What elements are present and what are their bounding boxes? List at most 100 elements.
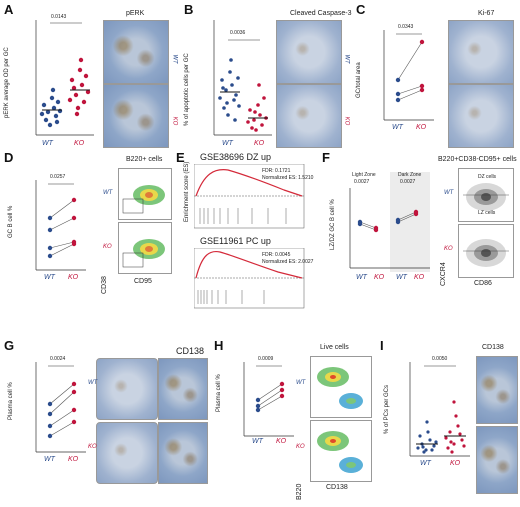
pERK-ko-micrograph xyxy=(103,84,169,148)
y-axis-label: GC B cell % xyxy=(8,205,14,238)
dz-gate-label: DZ cells xyxy=(478,174,497,180)
p-value-light: 0.0027 xyxy=(354,179,370,185)
flow-plot-ko xyxy=(458,224,514,278)
image-title: Ki-67 xyxy=(478,10,495,17)
caspase-wt-micrograph xyxy=(276,20,342,84)
y-axis-label: LZ/DZ GC B cell % xyxy=(330,199,336,250)
wt-label: WT xyxy=(420,460,431,467)
p-value: 0.0143 xyxy=(51,14,67,20)
wt-label: WT xyxy=(392,124,403,131)
dot-plot-a xyxy=(35,20,94,136)
wt-label-dz: WT xyxy=(396,274,407,281)
paired-plot-g xyxy=(35,362,86,453)
ko-label: KO xyxy=(68,274,79,281)
ko-label: KO xyxy=(68,456,79,463)
ko-label: KO xyxy=(254,140,265,147)
gsea2-title: GSE11961 PC up xyxy=(200,236,271,246)
flow-plot-wt xyxy=(118,168,172,220)
flow-x-label: CD86 xyxy=(474,280,492,287)
ko-flow-label: KO xyxy=(103,244,112,250)
cd138-wt-overview xyxy=(96,358,158,420)
ki67-wt-micrograph xyxy=(448,20,514,84)
ko-label-dz: KO xyxy=(414,274,425,281)
flow-plot-ko xyxy=(310,420,372,482)
wt-flow-label: WT xyxy=(103,190,113,196)
wt-label: WT xyxy=(44,274,55,281)
gsea1-nes: Normalized ES: 1.5210 xyxy=(262,175,314,181)
wt-flow-label: WT xyxy=(444,190,454,196)
y-axis-label: Enrichment score (ES) xyxy=(184,161,190,222)
caspase-ko-micrograph xyxy=(276,84,342,148)
p-value: 0.0024 xyxy=(50,356,66,362)
wt-image-label: WT xyxy=(343,54,350,64)
wt-image-label: WT xyxy=(88,380,98,386)
p-value: 0.0257 xyxy=(50,174,66,180)
cd138-wt-micrograph xyxy=(476,356,518,424)
gsea-plot-2 xyxy=(194,248,305,309)
y-axis-label: Plasma cell % xyxy=(216,374,222,412)
image-title: CD138 xyxy=(176,346,205,356)
flow-x-label: CD138 xyxy=(326,484,348,491)
gsea1-title: GSE38696 DZ up xyxy=(200,152,272,162)
wt-label: WT xyxy=(252,438,263,445)
image-title: B220+CD38-CD95+ cells xyxy=(438,156,517,163)
ko-label-lz: KO xyxy=(374,274,385,281)
cd138-ko-overview xyxy=(96,422,158,484)
panel-label: C xyxy=(356,2,366,17)
panel-label: E xyxy=(176,150,185,165)
paired-plot-h xyxy=(243,362,294,437)
wt-label: WT xyxy=(222,140,233,147)
paired-plot-f xyxy=(349,188,430,269)
paired-plot-c xyxy=(383,30,434,121)
image-title: B220+ cells xyxy=(126,156,163,163)
paired-plot-d xyxy=(35,180,86,271)
wt-label: WT xyxy=(42,140,53,147)
ko-flow-label: KO xyxy=(444,246,453,252)
light-zone-label: Light Zone xyxy=(352,172,376,178)
flow-y-label: CXCR4 xyxy=(440,262,447,286)
gsea2-fdr: FDR: 0.0045 xyxy=(262,252,291,258)
panel-label: I xyxy=(380,338,384,353)
cd138-ko-zoom xyxy=(158,422,208,484)
gsea-plot-1 xyxy=(194,164,305,229)
flow-x-label: CD95 xyxy=(134,278,152,285)
wt-label: WT xyxy=(44,456,55,463)
cd138-ko-micrograph xyxy=(476,426,518,494)
image-title: Cleaved Caspase-3 xyxy=(290,10,352,17)
wt-flow-label: WT xyxy=(296,380,306,386)
pERK-wt-micrograph xyxy=(103,20,169,84)
wt-label-lz: WT xyxy=(356,274,367,281)
p-value: 0.0343 xyxy=(398,24,414,30)
y-axis-label: Plasma cell % xyxy=(8,382,14,420)
panel-label: B xyxy=(184,2,194,17)
y-axis-label: % of PCs per GCs xyxy=(384,384,390,434)
flow-plot-wt xyxy=(458,168,514,222)
dark-zone-label: Dark Zone xyxy=(398,172,422,178)
panel-label: A xyxy=(4,2,14,17)
image-title: pERK xyxy=(126,10,145,17)
wt-image-label: WT xyxy=(171,54,178,64)
panel-label: G xyxy=(4,338,15,353)
y-axis-label: pERK average OD per GC xyxy=(4,47,10,118)
ko-flow-label: KO xyxy=(296,444,305,450)
ko-label: KO xyxy=(74,140,85,147)
p-value-dark: 0.0027 xyxy=(400,179,416,185)
flow-y-label: CD38 xyxy=(101,276,108,294)
gsea1-fdr: FDR: 0.1721 xyxy=(262,168,291,174)
p-value: 0.0050 xyxy=(432,356,448,362)
flow-y-label: B220 xyxy=(296,483,303,500)
y-axis-label: GC/total area xyxy=(356,62,362,98)
lz-gate-label: LZ cells xyxy=(478,210,496,216)
gsea2-nes: Normalized ES: 2.0027 xyxy=(262,259,314,265)
dot-plot-i xyxy=(409,362,470,457)
cd138-wt-zoom xyxy=(158,358,208,420)
ko-image-label: KO xyxy=(171,116,178,126)
ki67-ko-micrograph xyxy=(448,84,514,148)
image-title: CD138 xyxy=(482,344,504,351)
panel-label: H xyxy=(214,338,224,353)
ko-label: KO xyxy=(450,460,461,467)
dot-plot-b xyxy=(213,20,272,136)
y-axis-label: % of apoptotic cells per GC xyxy=(184,53,190,126)
panel-label: F xyxy=(322,150,330,165)
panel-label: D xyxy=(4,150,14,165)
